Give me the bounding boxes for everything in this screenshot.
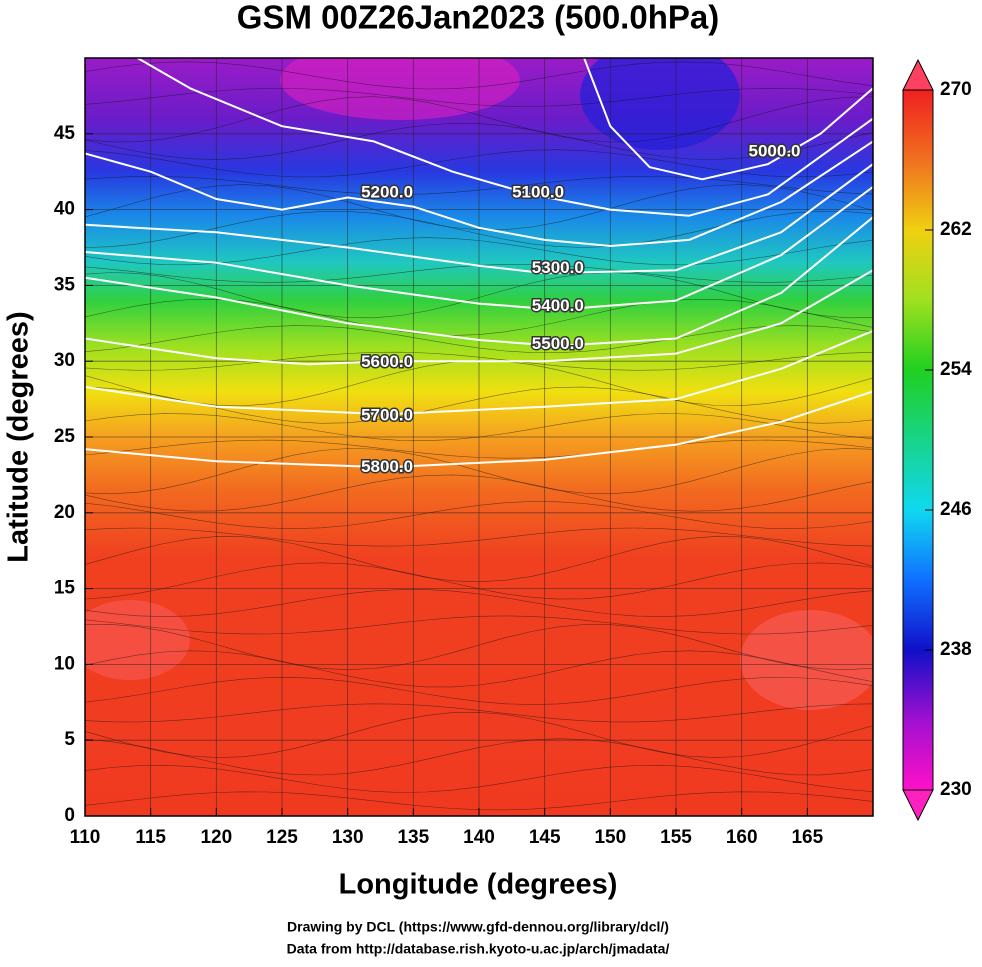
streamline <box>85 615 873 635</box>
contours <box>85 58 873 811</box>
streamline <box>85 650 873 688</box>
streamline <box>85 96 873 143</box>
streamline <box>85 210 873 248</box>
y-tick-label: 20 <box>54 502 75 523</box>
streamline <box>85 703 873 723</box>
streamline <box>85 738 873 776</box>
colorbar-tick-label: 246 <box>940 499 972 520</box>
streamline <box>85 149 873 178</box>
contour-label: 5200.0 <box>361 182 413 201</box>
streamline <box>85 589 873 617</box>
streamline <box>85 439 873 459</box>
chart-title: GSM 00Z26Jan2023 (500.0hPa) <box>237 0 719 36</box>
contour-label: 5400.0 <box>532 296 584 315</box>
x-tick-label: 145 <box>529 827 561 848</box>
colorbar-min-arrow <box>902 789 934 822</box>
x-tick-label: 130 <box>332 827 364 848</box>
contour-line <box>85 329 873 416</box>
contour-label: 5800.0 <box>361 457 413 476</box>
x-tick-label: 165 <box>791 827 823 848</box>
credit: Data from http://database.rish.kyoto-u.a… <box>287 941 670 957</box>
contour-line <box>85 390 873 469</box>
x-tick-label: 115 <box>135 827 166 848</box>
streamline <box>85 386 873 424</box>
streamline <box>85 87 873 107</box>
streamline <box>85 325 873 354</box>
warm-patch <box>85 600 190 680</box>
colorbar-scale <box>902 89 934 791</box>
streamline <box>85 122 873 160</box>
x-tick-label: 160 <box>726 827 758 848</box>
x-tick-label: 150 <box>594 827 626 848</box>
colorbar-tick-label: 238 <box>940 639 972 660</box>
colorbar-tick-label: 262 <box>940 219 972 240</box>
y-tick-label: 35 <box>54 274 76 295</box>
y-tick-label: 45 <box>54 123 76 144</box>
streamline <box>85 536 873 583</box>
contour-line <box>85 269 873 366</box>
y-tick-label: 0 <box>64 805 75 826</box>
y-tick-label: 25 <box>54 426 76 447</box>
streamline <box>85 764 873 793</box>
streamline <box>85 184 873 231</box>
x-tick-label: 125 <box>266 827 298 848</box>
streamline <box>85 791 873 811</box>
streamline <box>85 272 873 319</box>
cold-core <box>580 58 740 150</box>
contour-line <box>85 140 873 247</box>
streamline <box>85 474 873 512</box>
y-tick-label: 40 <box>54 199 75 220</box>
y-tick-label: 5 <box>64 729 75 750</box>
colorbar-ticks: 230 238 246 254 262 270 <box>925 79 972 800</box>
contour-label: 5000.0 <box>749 141 801 160</box>
streamline <box>85 61 873 90</box>
x-tick-label: 155 <box>660 827 692 848</box>
cold-core <box>280 58 520 120</box>
y-tick-label: 15 <box>54 578 76 599</box>
contour-label: 5100.0 <box>512 182 564 201</box>
colorbar-tick-label: 230 <box>940 779 972 800</box>
contour-line <box>85 216 873 347</box>
plot-frame <box>84 57 874 817</box>
streamline <box>85 298 873 336</box>
streamline <box>85 677 873 705</box>
streamline <box>85 413 873 442</box>
streamline <box>85 448 873 495</box>
streamline <box>85 527 873 547</box>
contour-line <box>85 186 873 311</box>
colorbar-tick-label: 254 <box>940 359 972 380</box>
contour-label: 5500.0 <box>532 334 584 353</box>
contour-label: 5600.0 <box>361 352 413 371</box>
streamline <box>85 175 873 195</box>
x-tick-label: 120 <box>200 827 232 848</box>
contour-label: 5700.0 <box>361 405 413 424</box>
x-tick-label: 135 <box>397 827 429 848</box>
streamline <box>85 711 873 758</box>
warm-patch <box>740 610 873 710</box>
credit: Drawing by DCL (https://www.gfd-dennou.o… <box>287 919 669 935</box>
x-tick-label: 110 <box>70 827 101 848</box>
streamline <box>85 562 873 600</box>
colorbar <box>902 58 934 822</box>
x-tick-label: 140 <box>463 827 495 848</box>
y-tick-label: 30 <box>54 350 75 371</box>
streamline <box>85 351 873 371</box>
colorbar-tick-label: 270 <box>940 79 972 100</box>
streamline <box>85 501 873 530</box>
contour-line <box>85 163 873 275</box>
contour-line <box>583 58 873 181</box>
contour-label: 5300.0 <box>532 258 584 277</box>
colorbar-max-arrow <box>902 58 934 91</box>
streamline <box>85 624 873 671</box>
x-axis-label: Longitude (degrees) <box>339 869 618 901</box>
y-tick-label: 10 <box>54 653 75 674</box>
y-axis-label: Latitude (degrees) <box>3 311 35 562</box>
contour-line <box>137 58 873 217</box>
